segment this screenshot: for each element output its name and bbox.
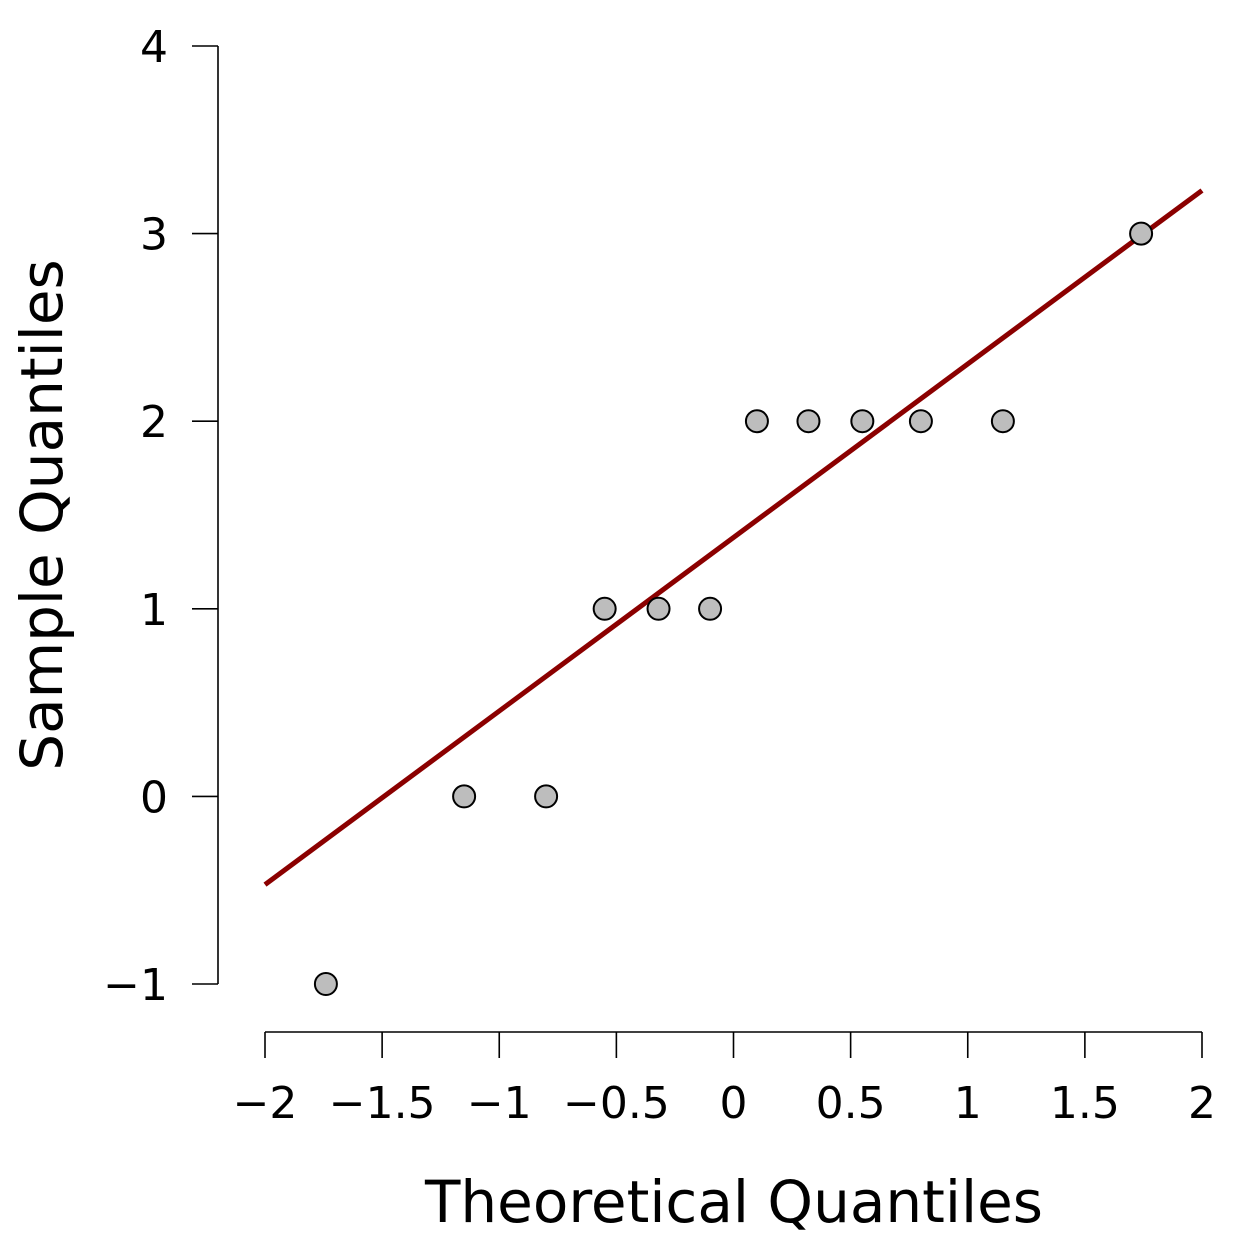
x-tick-label: 0 <box>720 1078 748 1129</box>
x-tick-label: 1.5 <box>1050 1078 1120 1129</box>
data-point <box>646 596 671 621</box>
x-tick-label: 0.5 <box>816 1078 886 1129</box>
data-point <box>990 409 1015 434</box>
y-tick-label: 1 <box>140 585 168 636</box>
x-axis: −2 −1.5 −1 −0.5 0 0.5 1 1.5 2 <box>233 1031 1216 1129</box>
x-tick-label: −1 <box>467 1078 532 1129</box>
y-tick-label: −1 <box>103 960 168 1011</box>
data-point <box>908 409 933 434</box>
data-point <box>796 409 821 434</box>
y-axis: −1 0 1 2 3 4 <box>103 22 219 1011</box>
data-point <box>1129 221 1154 246</box>
data-point <box>534 784 559 809</box>
data-point <box>744 409 769 434</box>
x-tick-label: −0.5 <box>563 1078 670 1129</box>
y-tick-label: 4 <box>140 22 168 73</box>
reference-line <box>263 188 1204 887</box>
data-point <box>452 784 477 809</box>
x-axis-title: Theoretical Quantiles <box>424 1168 1043 1236</box>
y-tick-label: 0 <box>140 772 168 823</box>
x-tick-label: −2 <box>233 1078 298 1129</box>
data-point <box>592 596 617 621</box>
y-tick-label: 3 <box>140 210 168 261</box>
data-point <box>850 409 875 434</box>
x-tick-label: −1.5 <box>329 1078 436 1129</box>
x-tick-label: 1 <box>954 1078 982 1129</box>
x-tick-label: 2 <box>1188 1078 1216 1129</box>
points-layer <box>313 221 1154 996</box>
reference-line-layer <box>263 188 1204 887</box>
data-point <box>698 596 723 621</box>
data-point <box>313 972 338 996</box>
y-tick-label: 2 <box>140 397 168 448</box>
y-axis-title: Sample Quantiles <box>8 259 76 771</box>
